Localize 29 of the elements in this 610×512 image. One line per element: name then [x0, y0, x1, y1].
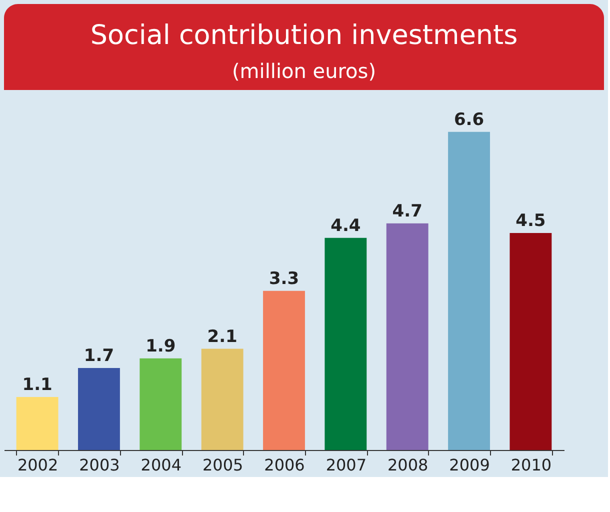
data-label: 6.6: [454, 110, 484, 130]
data-label: 1.7: [84, 346, 114, 366]
chart-subtitle: (million euros): [232, 59, 376, 83]
x-tick-label: 2002: [17, 456, 58, 474]
bar: [78, 368, 120, 450]
data-label: 4.4: [330, 216, 361, 236]
data-label: 1.9: [146, 336, 176, 356]
x-tick-label: 2010: [510, 456, 552, 474]
x-tick-label: 2003: [79, 456, 120, 474]
data-label: 4.5: [516, 211, 546, 232]
bar: [263, 290, 305, 450]
chart-title: Social contribution investments: [90, 20, 518, 51]
data-label: 2.1: [207, 326, 238, 347]
x-tick-label: 2005: [202, 456, 244, 474]
bar: [386, 223, 428, 450]
bar: [201, 348, 244, 450]
bar: [324, 238, 367, 450]
bar: [448, 132, 490, 450]
bar: [510, 233, 552, 450]
x-tick-label: 2006: [264, 456, 305, 474]
data-label: 1.1: [22, 374, 52, 395]
bar: [140, 358, 182, 450]
data-label: 3.3: [268, 268, 300, 289]
data-label: 4.7: [392, 201, 422, 222]
x-tick-label: 2004: [140, 456, 182, 474]
bar: [16, 396, 58, 450]
x-tick-label: 2007: [326, 456, 367, 474]
x-tick-label: 2008: [387, 456, 428, 474]
x-tick-label: 2009: [449, 456, 490, 474]
